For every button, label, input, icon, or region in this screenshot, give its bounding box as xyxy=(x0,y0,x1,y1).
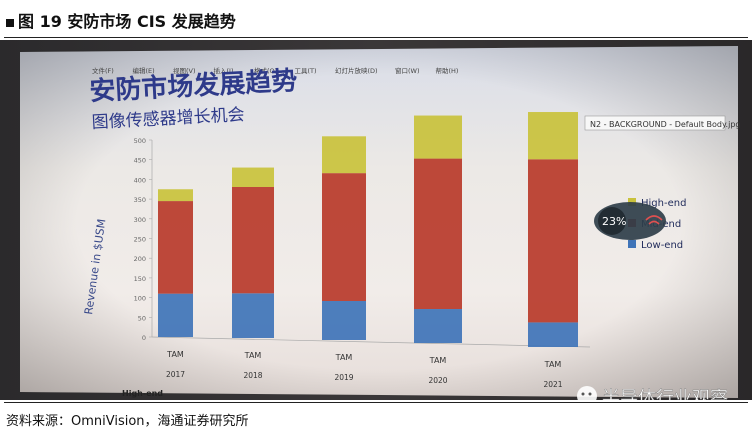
watermark-text: 半导体行业观察 xyxy=(602,388,728,400)
bar-low-end-3 xyxy=(322,300,366,340)
y-tick-label: 50 xyxy=(138,314,146,322)
x-category-year: 2019 xyxy=(334,373,353,382)
slide-photo: 文件(F) 编辑(E) 视图(V) 插入(I) 格式(O) 工具(T) 幻灯片放映(D) 窗口… xyxy=(0,40,752,409)
bar-low-end-1 xyxy=(158,293,193,337)
bar-mid-end-2 xyxy=(232,186,274,294)
overlay-badge-circle xyxy=(598,207,626,235)
x-category-year: 2020 xyxy=(428,376,447,385)
note-label-box xyxy=(584,115,726,131)
x-category-top: TAM xyxy=(335,353,353,362)
bar-mid-end-3 xyxy=(322,173,366,301)
y-tick-label: 300 xyxy=(134,216,146,224)
figure-title: 图 19 安防市场 CIS 发展趋势 xyxy=(6,8,236,32)
figure-header: 图 19 安防市场 CIS 发展趋势 xyxy=(0,0,752,40)
slide-photo-svg: 文件(F) 编辑(E) 视图(V) 插入(I) 格式(O) 工具(T) 幻灯片放映(D) 窗口… xyxy=(0,40,752,409)
x-category-year: 2021 xyxy=(543,380,562,389)
bar-mid-end-4 xyxy=(414,158,462,310)
bottom-cut-label: High-end xyxy=(122,389,163,398)
y-tick-label: 200 xyxy=(134,255,146,263)
bar-mid-end-5 xyxy=(528,159,578,323)
slide-menu-item: 窗口(W) xyxy=(395,66,420,75)
bar-high-end-5 xyxy=(528,112,578,160)
slide-menu-item: 编辑(E) xyxy=(133,66,155,75)
x-category-top: TAM xyxy=(244,351,262,360)
y-tick-label: 100 xyxy=(134,295,146,303)
bar-low-end-4 xyxy=(414,309,462,343)
legend-label: Low-end xyxy=(641,240,683,251)
bar-mid-end-1 xyxy=(158,201,193,294)
overlay-badge: 23% xyxy=(594,202,666,240)
bar-high-end-3 xyxy=(322,136,366,174)
bar-high-end-1 xyxy=(158,189,193,202)
slide-menu-item: 视图(V) xyxy=(173,66,196,75)
slide-menu-item: 帮助(H) xyxy=(436,66,459,75)
slide-menu-item: 插入(I) xyxy=(214,66,234,75)
y-tick-label: 400 xyxy=(134,176,146,184)
legend-swatch xyxy=(628,198,636,206)
bottom-rule xyxy=(4,402,748,403)
wechat-icon-eye-right xyxy=(588,392,592,396)
x-category-top: TAM xyxy=(429,356,447,365)
y-tick-label: 450 xyxy=(134,157,146,165)
y-tick-label: 350 xyxy=(134,196,146,204)
legend-swatch xyxy=(628,240,636,248)
y-tick-label: 150 xyxy=(134,275,146,283)
bar-high-end-4 xyxy=(414,115,462,159)
x-category-top: TAM xyxy=(166,350,184,359)
square-bullet-icon xyxy=(6,18,14,27)
slide-menu-item: 工具(T) xyxy=(295,67,317,75)
slide-menu-bar: 文件(F) 编辑(E) 视图(V) 插入(I) 格式(O) 工具(T) 幻灯片放映(D) 窗口… xyxy=(92,66,458,75)
y-tick-label: 500 xyxy=(134,137,146,145)
slide-menu-item: 格式(O) xyxy=(254,66,277,75)
wechat-icon-eye-left xyxy=(581,392,585,396)
x-category-year: 2017 xyxy=(166,370,185,379)
top-rule xyxy=(4,37,748,38)
note-label: N2 - BACKGROUND - Default Body.jpg xyxy=(590,120,740,129)
y-tick-label: 250 xyxy=(134,236,146,244)
y-tick-label: 0 xyxy=(142,334,146,342)
figure-footer: 资料来源：OmniVision，海通证券研究所 xyxy=(0,400,752,433)
slide-menu-item: 幻灯片放映(D) xyxy=(335,66,378,75)
overlay-badge-value: 23% xyxy=(602,215,626,228)
bar-low-end-2 xyxy=(232,293,274,338)
slide-menu-item: 文件(F) xyxy=(92,66,114,75)
figure-title-text: 图 19 安防市场 CIS 发展趋势 xyxy=(18,12,236,31)
figure-source: 资料来源：OmniVision，海通证券研究所 xyxy=(6,414,249,429)
bar-high-end-2 xyxy=(232,167,274,187)
x-category-year: 2018 xyxy=(243,371,262,380)
legend-label: High-end xyxy=(641,198,686,209)
x-category-top: TAM xyxy=(544,360,562,369)
x-axis-line xyxy=(151,336,591,348)
wifi-icon xyxy=(645,215,663,225)
bar-low-end-5 xyxy=(528,322,578,347)
